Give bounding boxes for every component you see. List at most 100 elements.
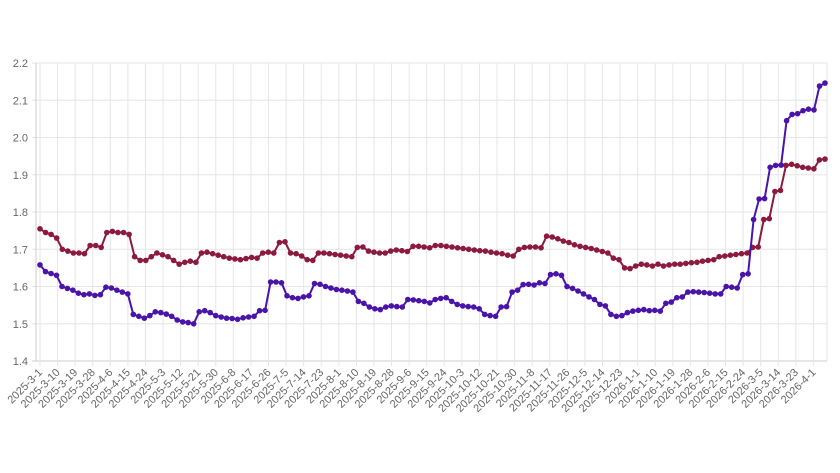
data-point	[415, 243, 422, 250]
data-point	[148, 253, 155, 260]
data-point	[582, 244, 589, 251]
data-point	[805, 165, 812, 171]
data-point	[459, 303, 466, 309]
data-point	[37, 226, 43, 232]
data-point	[788, 161, 795, 168]
data-point	[527, 244, 533, 250]
data-point	[822, 156, 828, 162]
data-point	[605, 250, 611, 256]
data-point	[722, 253, 728, 259]
data-point	[674, 294, 680, 301]
data-point	[443, 294, 450, 301]
data-point	[627, 265, 633, 272]
data-point	[649, 263, 656, 269]
data-point	[465, 303, 472, 310]
data-point	[354, 244, 361, 251]
data-point	[70, 287, 76, 294]
data-point	[376, 250, 383, 256]
data-point	[571, 242, 578, 248]
data-point	[577, 243, 583, 250]
data-point	[399, 304, 406, 310]
y-tick-label: 1.4	[13, 356, 28, 368]
data-point	[182, 259, 188, 266]
data-point	[426, 245, 433, 251]
data-point	[532, 244, 539, 250]
data-point	[64, 285, 71, 292]
data-point	[728, 284, 735, 291]
data-point	[226, 255, 233, 261]
data-point	[198, 250, 205, 256]
data-point	[218, 314, 224, 320]
data-point	[520, 281, 526, 288]
data-point	[137, 257, 143, 264]
data-point	[265, 249, 272, 255]
data-point	[644, 262, 650, 268]
data-point	[215, 252, 221, 258]
data-point	[81, 250, 88, 257]
data-point	[767, 164, 773, 171]
data-point	[666, 262, 672, 268]
data-point	[108, 285, 115, 291]
data-point	[196, 309, 202, 315]
data-point	[632, 263, 639, 269]
data-point	[332, 251, 338, 258]
data-point	[616, 256, 622, 263]
data-point	[683, 260, 689, 267]
data-point	[712, 291, 718, 297]
data-point	[185, 319, 191, 326]
data-point	[555, 236, 561, 242]
data-point	[326, 250, 333, 257]
data-point	[328, 285, 334, 291]
data-point	[126, 231, 132, 238]
data-point	[588, 245, 594, 252]
data-point	[772, 162, 779, 169]
data-point	[624, 309, 631, 316]
y-tick-label: 1.7	[13, 244, 28, 256]
data-point	[421, 298, 428, 305]
data-point	[143, 257, 149, 264]
data-point	[531, 282, 537, 288]
data-point	[660, 263, 667, 269]
data-point	[366, 304, 373, 310]
data-point	[349, 253, 355, 260]
data-point	[566, 239, 572, 246]
data-point	[437, 295, 444, 302]
data-point	[394, 303, 400, 310]
data-point	[630, 308, 636, 314]
data-point	[179, 319, 186, 325]
data-point	[276, 239, 283, 246]
data-point	[498, 304, 504, 310]
data-point	[267, 279, 274, 285]
data-point	[477, 247, 483, 254]
data-point	[159, 252, 166, 258]
data-point	[75, 290, 82, 297]
data-point	[365, 248, 372, 254]
data-point	[766, 215, 773, 222]
data-point	[92, 242, 99, 249]
data-point	[580, 291, 587, 297]
data-point	[638, 261, 645, 268]
data-point	[470, 304, 477, 310]
data-point	[405, 296, 411, 303]
data-point	[547, 271, 554, 278]
data-point	[109, 228, 116, 235]
data-point	[690, 288, 697, 295]
data-point	[256, 307, 263, 314]
data-point	[170, 257, 177, 264]
data-point	[37, 262, 43, 268]
data-point	[254, 255, 260, 261]
data-point	[525, 281, 532, 288]
data-point	[48, 270, 54, 277]
data-point	[115, 229, 121, 236]
data-point	[438, 242, 444, 249]
data-point	[92, 292, 98, 299]
data-point	[610, 255, 617, 261]
data-point	[685, 289, 691, 295]
series-layer	[37, 80, 828, 327]
data-point	[783, 162, 789, 169]
data-point	[521, 244, 528, 251]
data-point	[816, 157, 823, 163]
data-point	[679, 294, 686, 300]
data-point	[503, 303, 510, 310]
data-point	[591, 296, 598, 303]
